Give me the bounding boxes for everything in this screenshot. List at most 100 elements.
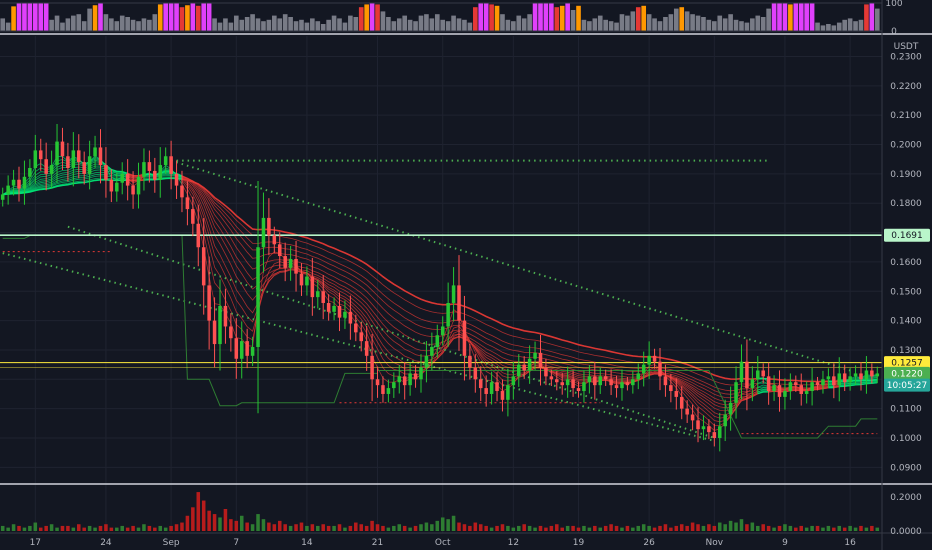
candle-body[interactable] bbox=[864, 370, 869, 380]
candle-body[interactable] bbox=[136, 176, 141, 195]
candle-body[interactable] bbox=[794, 382, 798, 386]
candle-body[interactable] bbox=[555, 379, 559, 383]
candle-body[interactable] bbox=[180, 185, 184, 198]
candle-body[interactable] bbox=[593, 376, 597, 386]
candle-body[interactable] bbox=[245, 341, 249, 356]
candle-body[interactable] bbox=[473, 367, 478, 380]
candle-body[interactable] bbox=[457, 285, 461, 321]
candle-body[interactable] bbox=[783, 391, 787, 397]
candle-body[interactable] bbox=[875, 373, 880, 377]
candle-body[interactable] bbox=[375, 379, 380, 386]
candle-body[interactable] bbox=[739, 361, 744, 383]
candle-body[interactable] bbox=[49, 165, 54, 174]
candle-body[interactable] bbox=[848, 376, 852, 383]
candle-body[interactable] bbox=[826, 376, 831, 380]
candle-body[interactable] bbox=[766, 376, 771, 392]
candle-body[interactable] bbox=[478, 379, 483, 389]
candle-body[interactable] bbox=[484, 388, 488, 394]
candle-body[interactable] bbox=[381, 385, 385, 394]
price-axis[interactable]: 0.23000.22000.21000.20000.19000.18000.17… bbox=[890, 52, 922, 473]
candle-body[interactable] bbox=[207, 285, 211, 321]
candle-body[interactable] bbox=[652, 355, 657, 362]
candle-body[interactable] bbox=[538, 352, 543, 368]
candle-body[interactable] bbox=[609, 379, 613, 386]
candle-body[interactable] bbox=[153, 170, 157, 180]
candle-body[interactable] bbox=[522, 364, 526, 371]
candle-body[interactable] bbox=[55, 141, 59, 166]
candle-body[interactable] bbox=[837, 373, 842, 386]
candle-body[interactable] bbox=[462, 320, 467, 356]
candle-body[interactable] bbox=[22, 176, 27, 189]
candle-body[interactable] bbox=[321, 291, 325, 303]
candle-body[interactable] bbox=[701, 426, 706, 430]
candle-body[interactable] bbox=[435, 335, 440, 348]
candle-body[interactable] bbox=[218, 305, 222, 345]
candle-body[interactable] bbox=[343, 311, 347, 318]
candle-body[interactable] bbox=[115, 182, 119, 192]
candle-body[interactable] bbox=[440, 326, 445, 336]
candle-body[interactable] bbox=[267, 217, 271, 236]
candle-body[interactable] bbox=[853, 373, 858, 377]
candle-body[interactable] bbox=[147, 162, 152, 171]
candle-body[interactable] bbox=[815, 382, 820, 386]
candle-body[interactable] bbox=[560, 382, 564, 386]
candle-body[interactable] bbox=[717, 426, 722, 438]
candle-body[interactable] bbox=[169, 156, 173, 174]
candle-body[interactable] bbox=[489, 382, 494, 394]
candle-body[interactable] bbox=[98, 147, 103, 166]
candle-body[interactable] bbox=[283, 256, 287, 268]
candle-body[interactable] bbox=[386, 388, 391, 394]
candle-body[interactable] bbox=[185, 197, 190, 210]
candle-body[interactable] bbox=[28, 168, 32, 177]
volume-panel[interactable] bbox=[0, 492, 880, 531]
candle-body[interactable] bbox=[38, 150, 43, 160]
candle-body[interactable] bbox=[191, 209, 195, 224]
candle-body[interactable] bbox=[549, 376, 554, 380]
candle-body[interactable] bbox=[364, 341, 369, 356]
candle-body[interactable] bbox=[587, 376, 592, 383]
time-axis[interactable]: 17 24 Sep 7 14 21 Oct 12 19 26 Nov 9 16 bbox=[30, 538, 857, 548]
candle-body[interactable] bbox=[33, 150, 38, 169]
candle-body[interactable] bbox=[517, 364, 521, 377]
candle-body[interactable] bbox=[832, 376, 836, 386]
candle-body[interactable] bbox=[142, 162, 146, 177]
candle-body[interactable] bbox=[674, 391, 679, 397]
candle-body[interactable] bbox=[582, 382, 586, 392]
candle-body[interactable] bbox=[777, 385, 782, 397]
candle-body[interactable] bbox=[196, 223, 201, 248]
candle-body[interactable] bbox=[288, 258, 293, 268]
candle-body[interactable] bbox=[821, 379, 825, 386]
candle-body[interactable] bbox=[261, 217, 266, 248]
candle-body[interactable] bbox=[332, 305, 336, 312]
candle-body[interactable] bbox=[212, 320, 217, 345]
candle-body[interactable] bbox=[728, 402, 733, 415]
candle-body[interactable] bbox=[120, 173, 124, 183]
candle-body[interactable] bbox=[359, 332, 363, 342]
candle-body[interactable] bbox=[669, 385, 673, 392]
candle-body[interactable] bbox=[571, 379, 575, 389]
candle-body[interactable] bbox=[446, 302, 450, 327]
candle-body[interactable] bbox=[348, 311, 353, 324]
candle-body[interactable] bbox=[598, 376, 603, 386]
candle-body[interactable] bbox=[60, 141, 65, 157]
candle-body[interactable] bbox=[647, 355, 651, 365]
candle-body[interactable] bbox=[761, 370, 765, 377]
candle-body[interactable] bbox=[772, 385, 776, 392]
candle-body[interactable] bbox=[641, 364, 646, 374]
candle-body[interactable] bbox=[0, 194, 5, 200]
candle-body[interactable] bbox=[256, 247, 260, 348]
candle-body[interactable] bbox=[77, 150, 81, 163]
candle-body[interactable] bbox=[734, 382, 738, 403]
candle-body[interactable] bbox=[104, 165, 108, 180]
candle-body[interactable] bbox=[430, 347, 434, 356]
candle-body[interactable] bbox=[71, 150, 76, 169]
candle-body[interactable] bbox=[495, 382, 499, 392]
candle-body[interactable] bbox=[354, 323, 358, 333]
candle-body[interactable] bbox=[620, 382, 624, 389]
candle-body[interactable] bbox=[631, 379, 635, 386]
candle-body[interactable] bbox=[11, 179, 16, 186]
candle-body[interactable] bbox=[131, 185, 135, 195]
candle-body[interactable] bbox=[402, 376, 407, 386]
candle-body[interactable] bbox=[756, 370, 760, 380]
